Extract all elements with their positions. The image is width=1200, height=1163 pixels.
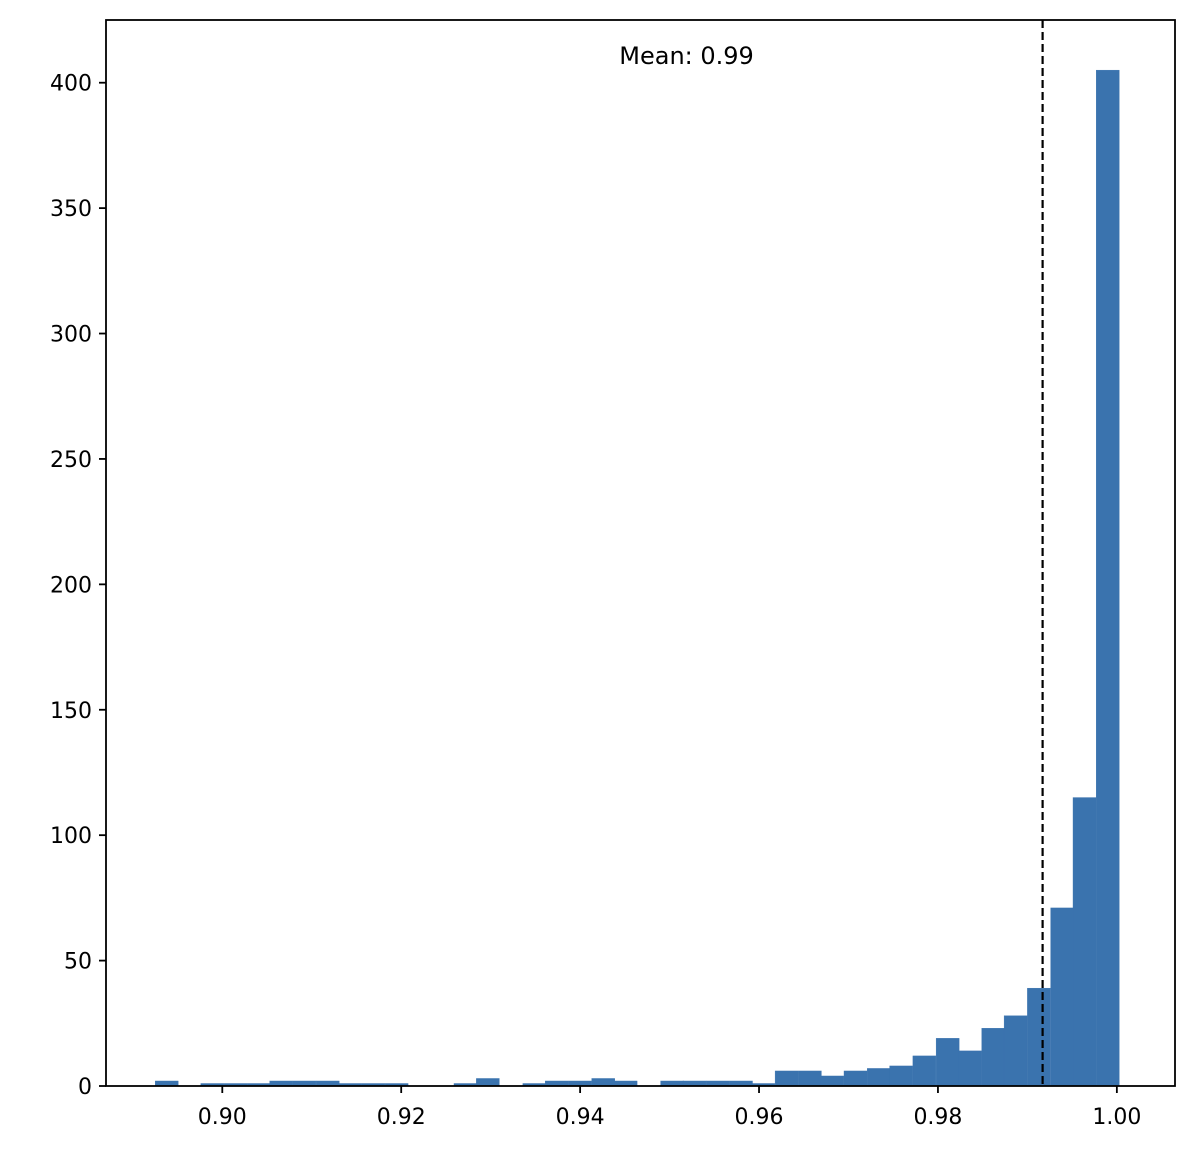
histogram-bar	[476, 1078, 500, 1087]
axes	[105, 19, 1176, 1087]
x-tick-label: 0.96	[735, 1105, 784, 1130]
histogram-bar	[798, 1070, 822, 1087]
mean-annotation: Mean: 0.99	[619, 42, 754, 70]
y-tick-label: 100	[50, 824, 92, 849]
y-tick-label: 400	[50, 72, 92, 97]
histogram-bar	[958, 1050, 982, 1087]
y-tick-label: 250	[50, 448, 92, 473]
y-tick-label: 150	[50, 699, 92, 724]
y-axis-ticks: 0 50 100 150 200 250 300 350 400	[50, 72, 106, 1100]
histogram-bar	[935, 1038, 960, 1087]
x-tick-label: 0.92	[377, 1105, 426, 1130]
y-tick-label: 50	[64, 950, 92, 975]
histogram-bar	[774, 1070, 799, 1087]
x-axis-ticks: 0.90 0.92 0.94 0.96 0.98 1.00	[198, 1086, 1141, 1130]
histogram-bar	[843, 1070, 868, 1087]
histogram-bar	[1050, 907, 1074, 1087]
histogram-bars	[155, 69, 1120, 1087]
plot-frame	[105, 19, 1176, 1087]
y-tick-label: 200	[50, 573, 92, 598]
histogram-bar	[889, 1065, 913, 1087]
x-tick-label: 0.90	[198, 1105, 247, 1130]
histogram-bar	[820, 1075, 844, 1087]
histogram-bar	[981, 1028, 1005, 1087]
y-tick-label: 300	[50, 323, 92, 348]
x-tick-label: 0.94	[556, 1105, 605, 1130]
y-tick-label: 350	[50, 197, 92, 222]
histogram-bar	[591, 1078, 615, 1087]
y-tick-label: 0	[78, 1075, 92, 1100]
histogram-bar	[1072, 797, 1097, 1087]
histogram-bar	[1027, 987, 1051, 1087]
x-tick-label: 1.00	[1092, 1105, 1141, 1130]
histogram-bar	[867, 1068, 891, 1087]
histogram-bar	[1003, 1015, 1028, 1087]
histogram-bar	[912, 1055, 937, 1087]
histogram-bar	[1096, 69, 1120, 1087]
x-tick-label: 0.98	[913, 1105, 962, 1130]
